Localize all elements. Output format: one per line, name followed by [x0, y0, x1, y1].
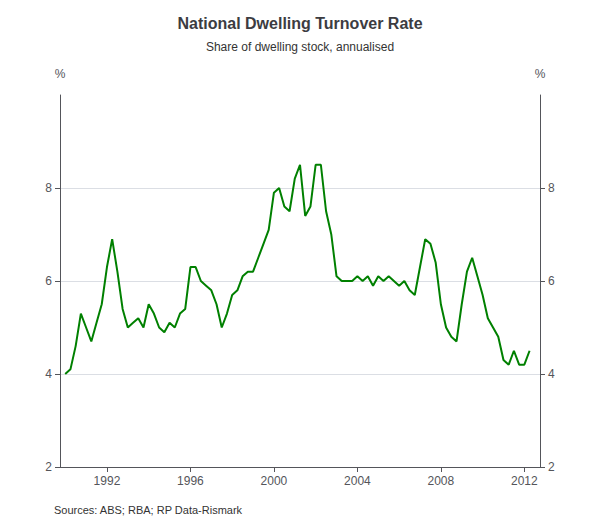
svg-text:National Dwelling Turnover Rat: National Dwelling Turnover Rate — [177, 15, 422, 32]
svg-text:2008: 2008 — [428, 474, 455, 488]
svg-text:2000: 2000 — [261, 474, 288, 488]
svg-text:2: 2 — [548, 460, 555, 474]
svg-text:2004: 2004 — [344, 474, 371, 488]
svg-text:8: 8 — [45, 181, 52, 195]
svg-text:2: 2 — [45, 460, 52, 474]
svg-text:6: 6 — [45, 274, 52, 288]
svg-text:Share of dwelling stock, annua: Share of dwelling stock, annualised — [206, 40, 394, 54]
svg-text:4: 4 — [548, 367, 555, 381]
svg-text:%: % — [535, 67, 546, 81]
svg-text:4: 4 — [45, 367, 52, 381]
svg-text:2012: 2012 — [511, 474, 538, 488]
svg-text:Sources: ABS; RBA; RP Data-Ris: Sources: ABS; RBA; RP Data-Rismark — [54, 504, 243, 516]
svg-text:6: 6 — [548, 274, 555, 288]
svg-text:%: % — [55, 67, 66, 81]
svg-text:1992: 1992 — [94, 474, 121, 488]
svg-text:8: 8 — [548, 181, 555, 195]
svg-text:1996: 1996 — [177, 474, 204, 488]
